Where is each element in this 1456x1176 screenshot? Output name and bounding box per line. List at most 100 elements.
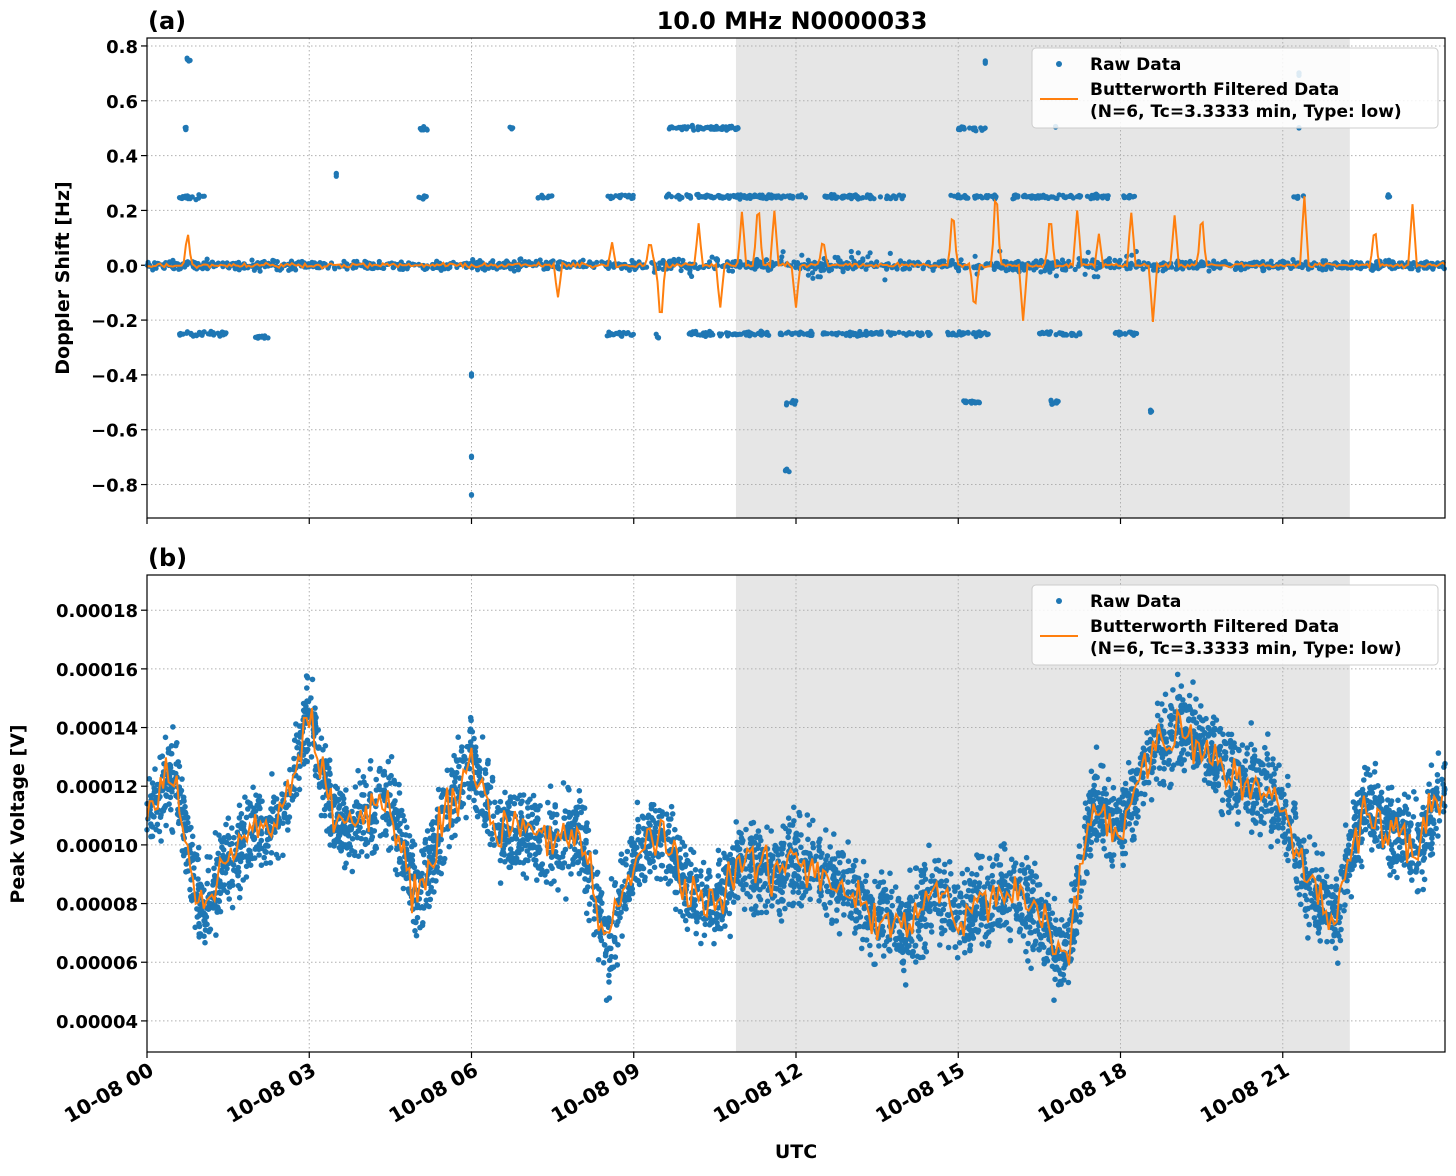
raw-outlier-point [874,330,879,335]
raw-outlier-point [727,196,732,201]
raw-point [647,843,653,849]
raw-point [1229,732,1235,738]
raw-outlier-point [202,329,207,334]
raw-point [534,877,540,883]
raw-outlier-point [963,398,968,403]
raw-point [706,868,712,874]
raw-outlier-point [703,330,708,335]
raw-point [779,254,784,259]
raw-outlier-point [797,194,802,199]
raw-point [498,858,504,864]
raw-point [1304,897,1310,903]
legend-label-raw: Raw Data [1090,55,1181,75]
raw-point [206,868,212,874]
raw-outlier-point [656,335,661,340]
raw-point [786,815,792,821]
raw-outlier-point [184,125,189,130]
raw-point [1358,266,1363,271]
raw-outlier-point [879,330,884,335]
raw-outlier-point [1131,333,1136,338]
raw-point [957,940,963,946]
raw-point [1335,960,1341,966]
raw-point [1317,938,1323,944]
raw-point [310,677,316,683]
raw-point [1389,842,1395,848]
raw-point [913,894,919,900]
raw-point [747,863,753,869]
raw-point [518,256,523,261]
raw-point [849,249,854,254]
raw-point [577,798,583,804]
raw-outlier-point [1148,410,1153,415]
raw-point [693,867,699,873]
raw-outlier-point [878,194,883,199]
raw-point [247,801,253,807]
raw-point [320,747,326,753]
raw-point [716,873,722,879]
raw-point [990,879,996,885]
raw-outlier-point [1077,330,1082,335]
raw-outlier-point [422,195,427,200]
raw-point [1334,876,1340,882]
raw-outlier-point [416,195,421,200]
raw-point [430,827,436,833]
raw-point [252,268,257,273]
raw-point [148,834,154,840]
raw-point [680,258,685,263]
raw-point [1123,851,1129,857]
raw-point [929,873,935,879]
raw-point [1077,843,1083,849]
raw-point [1123,781,1129,787]
raw-point [1433,826,1439,832]
raw-point [978,922,984,928]
raw-outlier-point [830,331,835,336]
raw-point [210,882,216,888]
raw-point [807,822,813,828]
raw-point [1161,760,1167,766]
raw-point [498,799,504,805]
raw-point [1019,862,1025,868]
raw-point [765,899,771,905]
raw-point [1220,812,1226,818]
raw-point [1193,696,1199,702]
raw-point [146,260,151,265]
raw-outlier-point [1048,398,1053,403]
raw-point [635,800,641,806]
raw-point [680,913,686,919]
raw-point [1369,847,1375,853]
y-tick-label: 0.00012 [56,777,138,798]
raw-point [780,823,786,829]
raw-point [973,254,978,259]
raw-outlier-point [619,331,624,336]
panel-b-voltage: 0.000180.000160.000140.000120.000100.000… [56,575,1448,1128]
raw-point [796,875,802,881]
raw-outlier-point [1054,196,1059,201]
raw-outlier-point [200,194,205,199]
raw-point [405,266,410,271]
raw-point [226,896,232,902]
raw-outlier-point [910,331,915,336]
raw-outlier-point [1105,196,1110,201]
raw-point [549,866,555,872]
raw-point [583,838,589,844]
raw-outlier-point [1295,194,1300,199]
raw-point [361,774,367,780]
raw-outlier-point [975,331,980,336]
raw-point [1379,790,1385,796]
raw-outlier-point [925,330,930,335]
raw-point [480,734,486,740]
raw-point [860,937,866,943]
raw-outlier-point [334,172,339,177]
raw-point [1361,777,1367,783]
raw-point [361,779,367,785]
raw-outlier-point [959,332,964,337]
raw-point [1230,749,1236,755]
raw-point [902,266,907,271]
raw-point [757,259,762,264]
raw-outlier-point [1036,195,1041,200]
raw-point [901,968,907,974]
raw-outlier-point [1387,194,1392,199]
raw-point [502,790,508,796]
raw-point [526,259,531,264]
